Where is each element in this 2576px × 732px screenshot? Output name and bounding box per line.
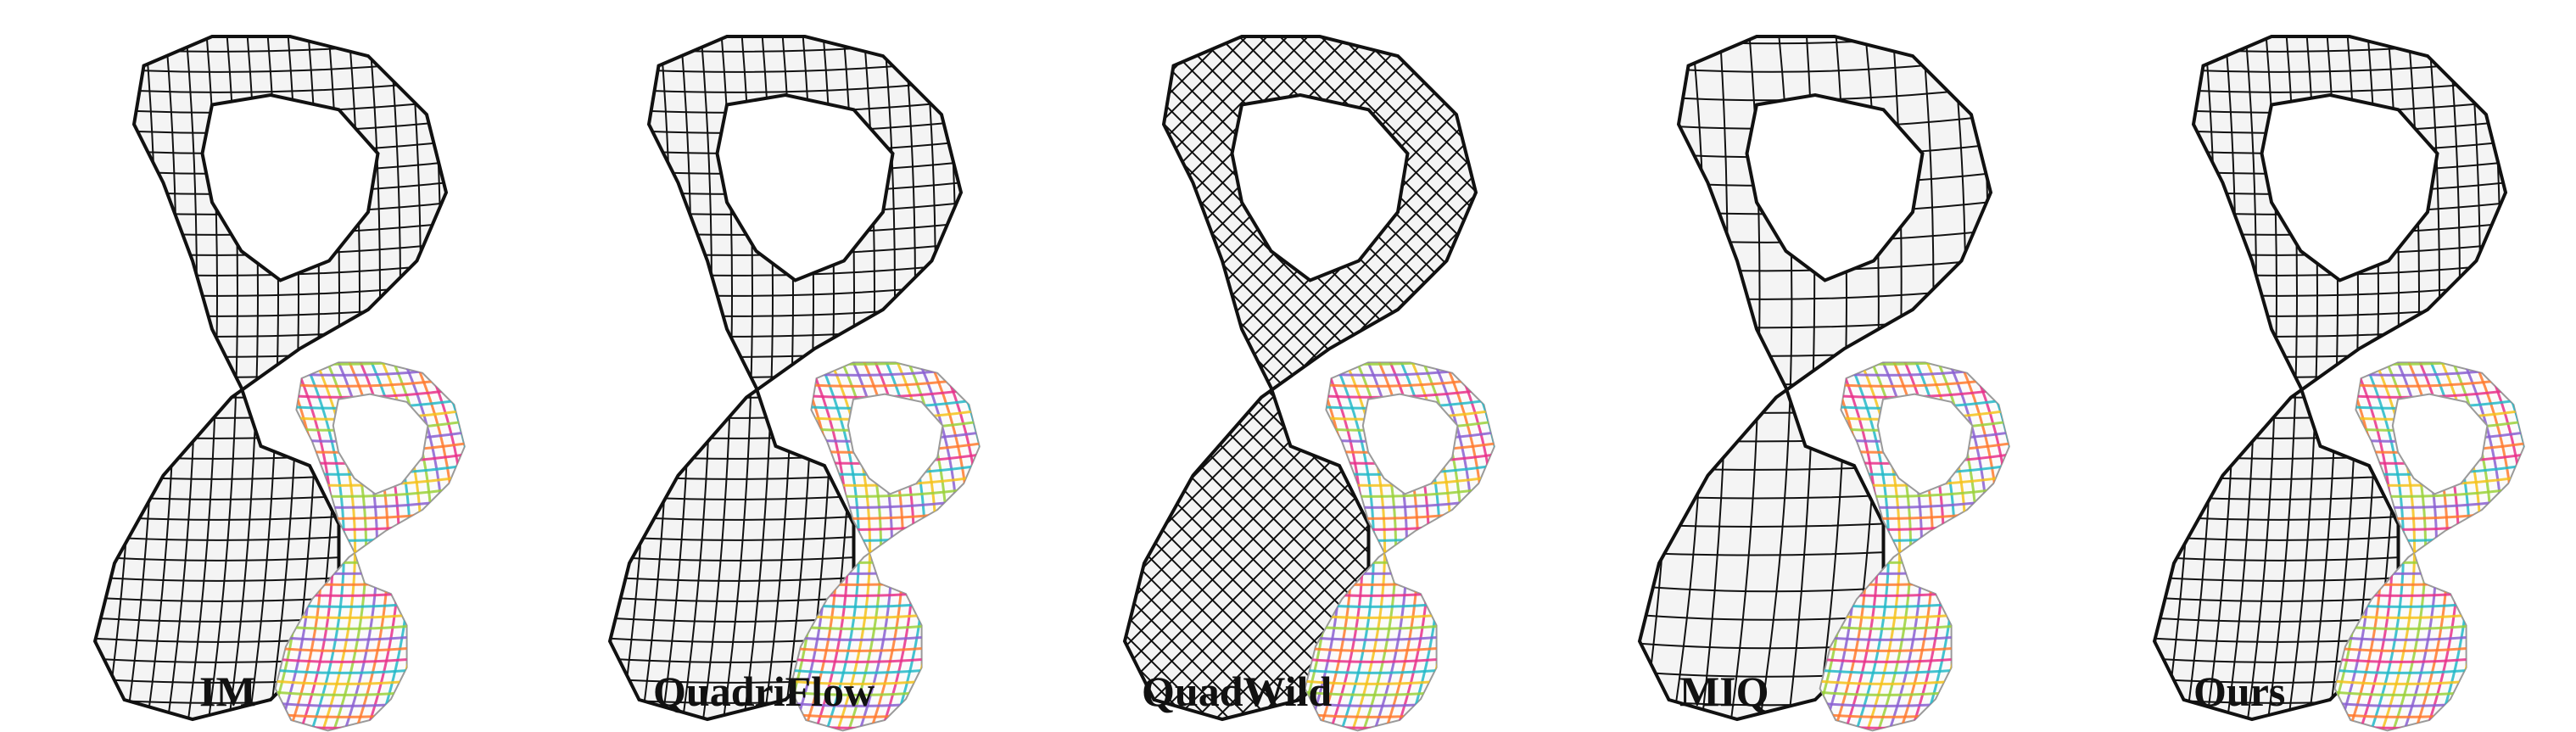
panel-ours (2059, 0, 2574, 732)
caption-quadriflow: QuadriFlow (653, 668, 875, 715)
panel-im (0, 0, 515, 732)
cross-field-icon (2333, 361, 2525, 732)
mesh-hole (715, 92, 895, 282)
quad-mesh-icon (1637, 35, 2010, 732)
caption-ours: Ours (2193, 668, 2286, 715)
caption-quadwild: QuadWild (1142, 668, 1333, 715)
panel-quadwild (1030, 0, 1545, 732)
mesh-hole (1745, 92, 1925, 282)
quad-mesh-icon (2152, 35, 2525, 732)
caption-miq: MIQ (1679, 668, 1769, 715)
panel-quadriflow (515, 0, 1030, 732)
caption-im: IM (199, 668, 256, 715)
panel-miq (1545, 0, 2059, 732)
mesh-hole (200, 92, 380, 282)
quad-mesh-icon (607, 35, 981, 732)
quad-mesh-icon (92, 35, 466, 732)
mesh-hole (2260, 92, 2439, 282)
quad-mesh-icon (1122, 35, 1495, 732)
mesh-hole (1230, 92, 1410, 282)
